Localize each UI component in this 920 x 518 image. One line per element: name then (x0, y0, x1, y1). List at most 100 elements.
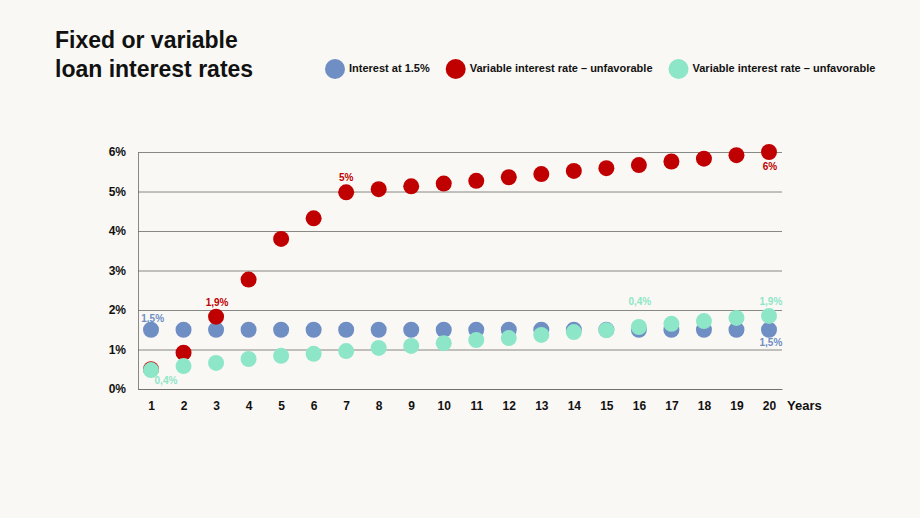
x-tick: 19 (730, 389, 744, 413)
data-point (273, 231, 289, 247)
x-tick-label: 2 (181, 399, 188, 413)
data-point (598, 160, 614, 176)
legend-label: Variable interest rate – unfavorable (693, 62, 876, 74)
y-tick-label: 1% (109, 343, 127, 357)
legend-item: Variable interest rate – unfavorable (669, 59, 876, 79)
x-tick: 4 (246, 389, 253, 413)
y-tick-label: 2% (109, 303, 127, 317)
data-point (403, 322, 419, 338)
y-tick-label: 4% (109, 224, 127, 238)
y-axis: 0% 1% 2% 3% 4% 5% 6% (109, 145, 782, 396)
data-point (338, 322, 354, 338)
data-point (208, 309, 224, 325)
x-tick: 16 (633, 389, 647, 413)
chart-container: Fixed or variableloan interest rates Inte… (0, 0, 920, 518)
annotation: 1,9% (206, 297, 229, 308)
x-tick-label: 11 (470, 399, 483, 413)
x-tick: 13 (535, 389, 549, 413)
x-tick-label: 10 (438, 399, 452, 413)
x-tick-label: 15 (600, 399, 614, 413)
data-point (371, 322, 387, 338)
x-tick-label: 1 (148, 399, 155, 413)
data-point (728, 310, 744, 326)
data-point (631, 157, 647, 173)
x-tick: 3 (213, 389, 220, 413)
annotation: 0,4% (155, 375, 178, 386)
x-tick: 1 (148, 389, 155, 413)
x-tick-label: 7 (343, 399, 350, 413)
x-tick-label: 12 (503, 399, 517, 413)
data-point (598, 322, 614, 338)
legend-item: Variable interest rate – unfavorable (446, 59, 653, 79)
x-tick-label: 14 (568, 399, 582, 413)
data-point (468, 173, 484, 189)
data-point (403, 178, 419, 194)
data-point (403, 338, 419, 354)
x-tick: 14 (568, 389, 582, 413)
data-point (371, 181, 387, 197)
x-tick-label: 6 (311, 399, 318, 413)
x-tick: 17 (665, 389, 679, 413)
data-point (598, 322, 614, 338)
x-tick: 9 (408, 389, 415, 413)
title-line: Fixed or variable (55, 27, 238, 53)
data-point (338, 343, 354, 359)
annotations: 1,5%0,4%1,9%5%6%0,4%1,9%1,5% (141, 161, 782, 386)
legend-label: Variable interest rate – unfavorable (470, 62, 653, 74)
annotation: 0,4% (628, 296, 651, 307)
y-tick: 3% (109, 264, 782, 278)
series (143, 322, 777, 338)
annotation: 1,5% (760, 337, 783, 348)
data-point (663, 316, 679, 332)
x-axis: 1234567891011121314151617181920 (139, 389, 783, 413)
background (0, 0, 920, 518)
data-point (436, 176, 452, 192)
data-point (533, 327, 549, 343)
x-tick-label: 13 (535, 399, 549, 413)
data-point (273, 322, 289, 338)
series (143, 144, 777, 377)
plot-area (143, 144, 777, 378)
y-tick: 6% (109, 145, 782, 159)
y-tick: 4% (109, 224, 782, 238)
data-point (436, 335, 452, 351)
legend-swatch (669, 59, 689, 79)
x-tick: 7 (343, 389, 350, 413)
x-tick-label: 8 (376, 399, 383, 413)
data-point (241, 322, 257, 338)
x-tick: 6 (311, 389, 318, 413)
x-tick-label: 3 (213, 399, 220, 413)
data-point (468, 332, 484, 348)
x-tick: 18 (698, 389, 712, 413)
data-point (208, 355, 224, 371)
x-tick-label: 18 (698, 399, 712, 413)
data-point (306, 346, 322, 362)
annotation: 6% (763, 161, 778, 172)
grid-line (138, 271, 782, 272)
data-point (761, 144, 777, 160)
y-tick-label: 0% (109, 382, 127, 396)
legend: Interest at 1.5% Variable interest rate –… (325, 59, 875, 79)
y-tick: 0% (109, 382, 782, 396)
legend-item: Interest at 1.5% (325, 59, 430, 79)
x-tick-label: 17 (665, 399, 679, 413)
x-tick-label: 9 (408, 399, 415, 413)
title: Fixed or variableloan interest rates (55, 27, 253, 82)
x-tick: 15 (600, 389, 614, 413)
legend-swatch (446, 59, 466, 79)
x-tick: 20 (763, 389, 777, 413)
annotation: 5% (339, 172, 354, 183)
grid-line (138, 389, 782, 390)
legend-swatch (325, 59, 345, 79)
data-point (306, 210, 322, 226)
x-tick-label: 19 (730, 399, 744, 413)
x-tick: 10 (438, 389, 452, 413)
x-axis-line (139, 389, 783, 390)
annotation: 1,5% (141, 313, 164, 324)
data-point (371, 340, 387, 356)
data-point (306, 322, 322, 338)
data-point (241, 272, 257, 288)
grid-line (138, 192, 782, 193)
grid-line (138, 310, 782, 311)
x-tick: 8 (376, 389, 383, 413)
